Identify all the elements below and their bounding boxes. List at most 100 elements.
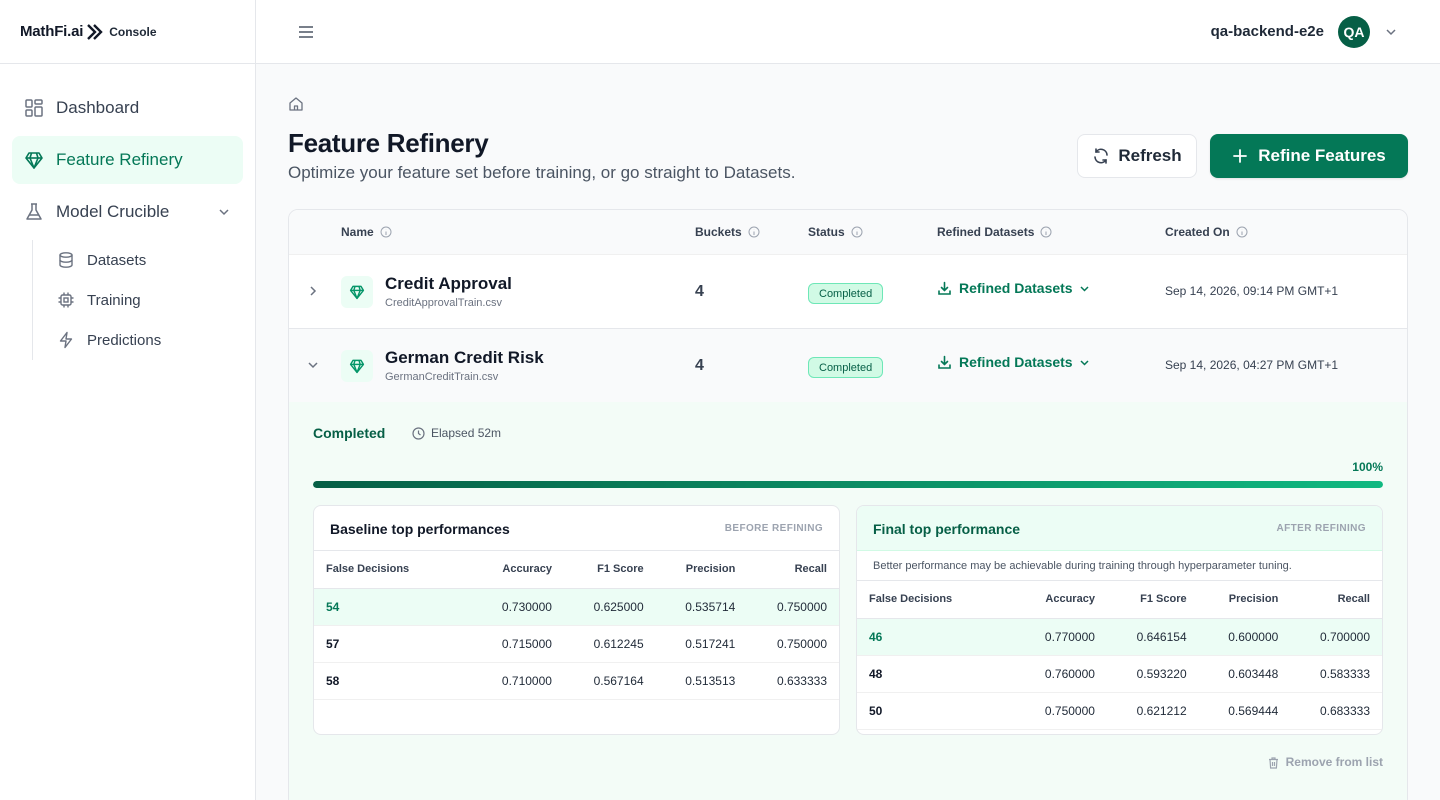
column-created-on[interactable]: Created On — [1165, 225, 1248, 239]
table-row[interactable]: Credit Approval CreditApprovalTrain.csv … — [289, 255, 1407, 329]
table-cell: 58 — [314, 662, 473, 700]
refresh-label: Refresh — [1118, 146, 1182, 165]
progress-bar — [313, 481, 1383, 488]
info-icon[interactable] — [1236, 226, 1248, 238]
table-cell: 0.600000 — [1198, 618, 1291, 656]
chevron-down-icon[interactable] — [306, 358, 320, 372]
sidebar-item-label: Dashboard — [56, 98, 140, 117]
info-icon[interactable] — [1040, 226, 1052, 238]
row-name: Credit Approval — [385, 274, 512, 293]
table-cell: 0.750000 — [1015, 692, 1107, 730]
chevron-down-icon — [1079, 283, 1090, 294]
final-performance-card: Final top performance AFTER REFINING Bet… — [856, 505, 1383, 735]
table-header: Name Buckets Status Refined Datasets Cre… — [289, 210, 1407, 255]
chevron-down-icon[interactable] — [1384, 25, 1398, 39]
row-buckets: 4 — [695, 357, 704, 374]
column-header: Accuracy — [1015, 581, 1107, 619]
refresh-icon — [1092, 147, 1110, 165]
sidebar: MathFi.ai Console Dashboard Feature Refi… — [0, 0, 256, 800]
database-icon — [57, 251, 75, 269]
status-badge: Completed — [808, 357, 884, 378]
info-icon[interactable] — [380, 226, 392, 238]
remove-label: Remove from list — [1285, 755, 1383, 769]
column-buckets[interactable]: Buckets — [695, 225, 760, 239]
chevron-right-icon[interactable] — [306, 284, 320, 298]
table-row: 57 0.715000 0.612245 0.517241 0.750000 — [314, 625, 839, 663]
sidebar-item-dashboard[interactable]: Dashboard — [12, 84, 243, 132]
menu-icon[interactable] — [296, 22, 316, 42]
download-icon — [937, 281, 952, 296]
main-content: Feature Refinery Optimize your feature s… — [256, 64, 1440, 800]
table-cell: 0.583333 — [1290, 655, 1382, 693]
table-cell: 0.770000 — [1015, 618, 1107, 656]
avatar[interactable]: QA — [1338, 16, 1370, 48]
gem-icon — [24, 150, 44, 170]
row-file: CreditApprovalTrain.csv — [385, 297, 502, 309]
refresh-button[interactable]: Refresh — [1077, 134, 1197, 178]
page-subtitle: Optimize your feature set before trainin… — [288, 163, 796, 182]
row-created-on: Sep 14, 2026, 04:27 PM GMT+1 — [1165, 358, 1339, 372]
details-status: Completed — [313, 425, 386, 441]
column-header: False Decisions — [314, 551, 473, 589]
flask-icon — [24, 202, 44, 222]
table-cell: 0.593220 — [1106, 655, 1199, 693]
refine-features-button[interactable]: Refine Features — [1210, 134, 1408, 178]
table-cell: 0.683333 — [1290, 692, 1382, 730]
clock-icon — [412, 426, 425, 440]
topbar: qa-backend-e2e QA — [256, 0, 1440, 64]
column-header: F1 Score — [1106, 581, 1199, 619]
info-icon[interactable] — [748, 226, 760, 238]
table-row: 58 0.710000 0.567164 0.513513 0.633333 — [314, 662, 839, 700]
refined-datasets-label: Refined Datasets — [959, 280, 1073, 296]
remove-from-list-button[interactable]: Remove from list — [1267, 755, 1383, 769]
table-cell: 0.625000 — [563, 588, 656, 626]
chevron-down-icon[interactable] — [217, 205, 231, 219]
baseline-table: False Decisions Accuracy F1 Score Precision… — [314, 551, 839, 700]
table-cell: 0.517241 — [655, 625, 748, 663]
table-cell: 0.710000 — [472, 662, 564, 700]
table-cell: 0.646154 — [1106, 618, 1199, 656]
refine-features-label: Refine Features — [1258, 146, 1386, 165]
card-title: Baseline top performances — [330, 521, 510, 537]
sidebar-item-feature-refinery[interactable]: Feature Refinery — [12, 136, 243, 184]
elapsed-label: Elapsed 52m — [431, 426, 502, 440]
sidebar-item-model-crucible[interactable]: Model Crucible — [12, 188, 243, 236]
brand-name: MathFi.ai — [20, 23, 84, 40]
column-header: False Decisions — [857, 581, 1016, 619]
table-row[interactable]: German Credit Risk GermanCreditTrain.csv… — [289, 329, 1407, 403]
card-header: Final top performance AFTER REFINING — [857, 506, 1382, 551]
column-header: Precision — [1198, 581, 1291, 619]
user-name[interactable]: qa-backend-e2e — [1210, 23, 1324, 40]
elapsed-time: Elapsed 52m — [412, 426, 501, 440]
column-header: Precision — [655, 551, 748, 589]
brand-product: Console — [109, 24, 157, 39]
column-refined-datasets[interactable]: Refined Datasets — [937, 225, 1052, 239]
sidebar-subitem-label: Datasets — [87, 251, 147, 269]
table-row: 48 0.760000 0.593220 0.603448 0.583333 — [857, 655, 1382, 693]
sidebar-item-datasets[interactable]: Datasets — [45, 240, 243, 280]
home-icon[interactable] — [288, 96, 304, 112]
card-tag: AFTER REFINING — [1276, 523, 1366, 534]
brand[interactable]: MathFi.ai Console — [0, 0, 255, 64]
status-badge: Completed — [808, 283, 884, 304]
plus-icon — [1232, 148, 1248, 164]
column-name[interactable]: Name — [341, 225, 392, 239]
table-cell: 0.567164 — [563, 662, 656, 700]
gem-icon — [341, 276, 373, 308]
row-created-on: Sep 14, 2026, 09:14 PM GMT+1 — [1165, 284, 1339, 298]
card-tag: BEFORE REFINING — [724, 523, 823, 534]
table-cell: 0.730000 — [472, 588, 564, 626]
sidebar-subitem-label: Training — [87, 291, 141, 309]
table-cell: 0.715000 — [472, 625, 564, 663]
refined-datasets-dropdown[interactable]: Refined Datasets — [937, 354, 1090, 370]
sidebar-item-predictions[interactable]: Predictions — [45, 320, 243, 360]
brand-chevron-icon — [86, 23, 104, 41]
progress-fill — [313, 481, 1383, 488]
table-row: 50 0.750000 0.621212 0.569444 0.683333 — [857, 692, 1382, 730]
column-header: Recall — [1290, 581, 1382, 619]
sidebar-item-training[interactable]: Training — [45, 280, 243, 320]
refined-datasets-dropdown[interactable]: Refined Datasets — [937, 280, 1090, 296]
column-status[interactable]: Status — [808, 225, 863, 239]
info-icon[interactable] — [851, 226, 863, 238]
column-header: Recall — [747, 551, 839, 589]
